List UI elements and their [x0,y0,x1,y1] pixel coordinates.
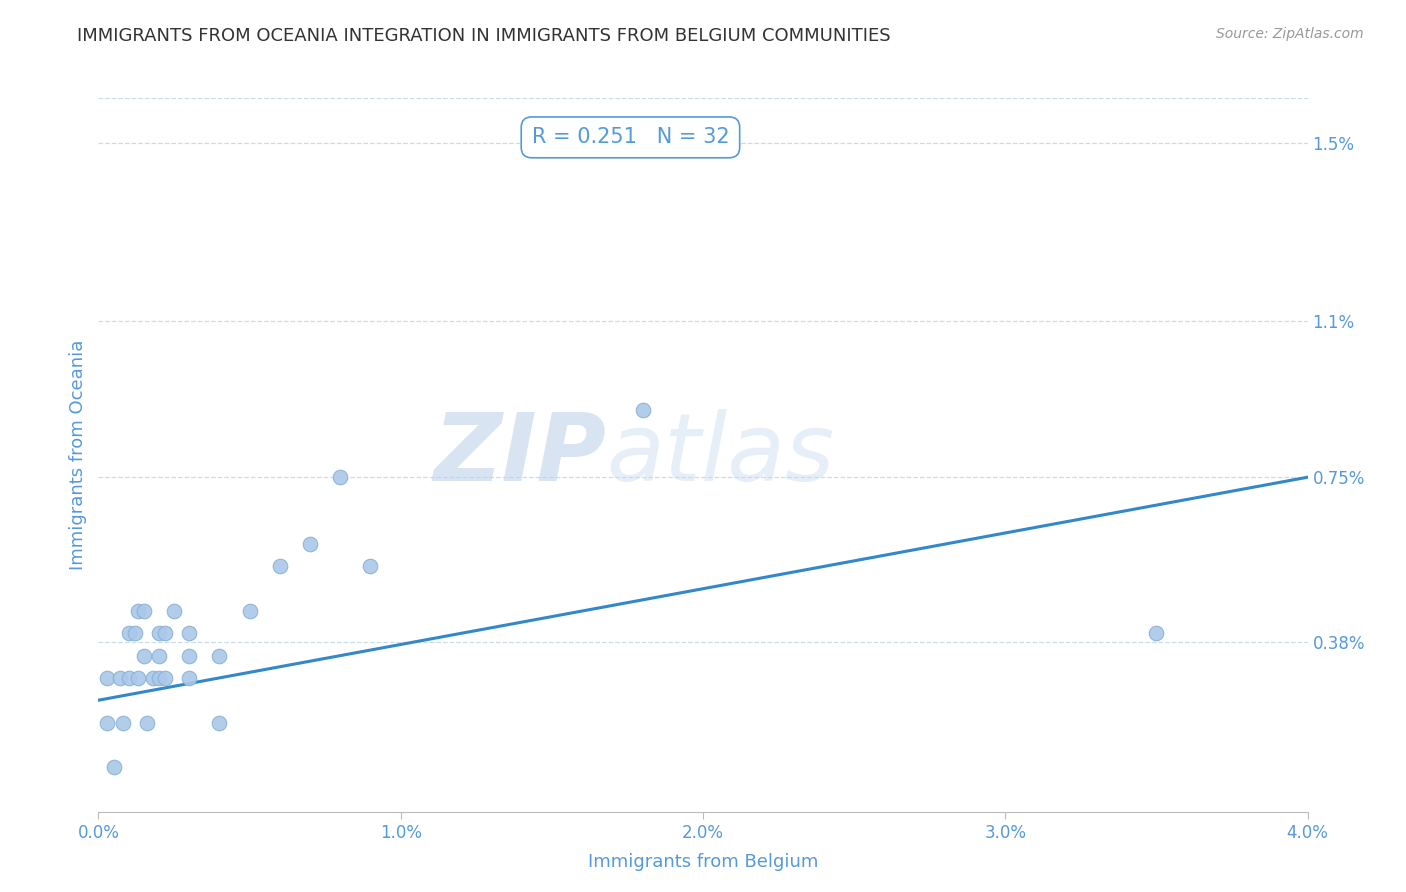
Point [153,626,176,640]
Point [239,604,262,618]
Point [96,715,118,730]
Point [142,671,165,685]
Point [1146,626,1168,640]
Point [179,648,201,663]
Point [103,760,125,774]
Point [132,648,155,663]
Point [148,626,170,640]
X-axis label: Immigrants from Belgium: Immigrants from Belgium [588,853,818,871]
Point [108,671,131,685]
Point [118,626,141,640]
Text: IMMIGRANTS FROM OCEANIA INTEGRATION IN IMMIGRANTS FROM BELGIUM COMMUNITIES: IMMIGRANTS FROM OCEANIA INTEGRATION IN I… [77,27,891,45]
Point [360,559,382,574]
Point [132,604,155,618]
Text: R = 0.251   N = 32: R = 0.251 N = 32 [531,128,730,147]
Point [208,715,231,730]
Point [127,604,149,618]
Text: Source: ZipAtlas.com: Source: ZipAtlas.com [1216,27,1364,41]
Point [127,671,149,685]
Point [124,626,146,640]
Point [299,537,322,551]
Point [148,671,170,685]
Point [96,671,118,685]
Point [179,671,201,685]
Point [118,671,141,685]
Point [153,671,176,685]
Point [163,604,186,618]
Point [269,559,291,574]
Point [111,715,134,730]
Text: atlas: atlas [606,409,835,500]
Point [208,648,231,663]
Point [179,626,201,640]
Point [329,470,352,484]
Text: ZIP: ZIP [433,409,606,501]
Point [148,648,170,663]
Point [631,403,654,417]
Y-axis label: Immigrants from Oceania: Immigrants from Oceania [69,340,87,570]
Point [135,715,157,730]
